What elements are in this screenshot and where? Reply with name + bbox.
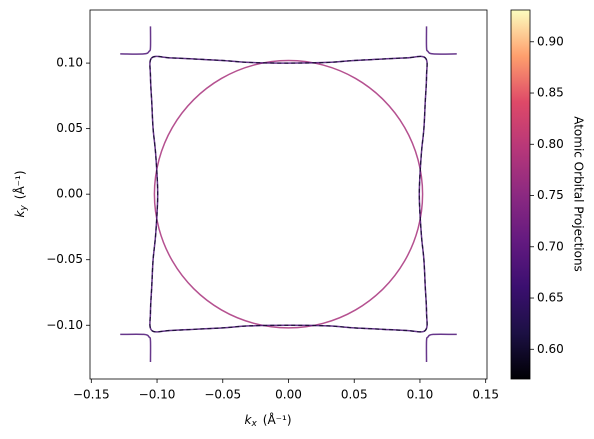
y-tick-label: −0.05 [46, 252, 83, 266]
x-tick-label: −0.10 [139, 388, 176, 402]
y-tick-label: −0.10 [46, 318, 83, 332]
x-label-symbol: k [245, 413, 253, 427]
x-tick-label: −0.05 [204, 388, 241, 402]
plot-area [90, 10, 487, 379]
colorbar-tick-label: 0.85 [537, 86, 564, 100]
y-axis-label: ky (Å⁻¹) [12, 171, 29, 218]
band-contour [149, 55, 428, 333]
x-label-subscript: x [250, 419, 257, 429]
y-label-symbol: k [13, 210, 27, 218]
x-axis-label: kx (Å⁻¹) [245, 412, 292, 429]
colorbar [510, 9, 531, 380]
x-tick-label: 0.05 [341, 388, 368, 402]
colorbar-tick-label: 0.60 [537, 342, 564, 356]
y-tick-label: 0.10 [56, 56, 83, 70]
y-label-subscript: y [19, 205, 29, 212]
y-label-unit: (Å⁻¹) [12, 171, 27, 200]
band-contour [120, 333, 152, 362]
x-tick-label: 0.10 [407, 388, 434, 402]
colorbar-tick-label: 0.65 [537, 291, 564, 305]
band-contour [120, 26, 152, 55]
colorbar-tick-label: 0.75 [537, 188, 564, 202]
band-contour [153, 59, 424, 329]
y-tick-label: 0.00 [56, 187, 83, 201]
x-label-unit: (Å⁻¹) [263, 412, 292, 427]
y-tick-label: 0.05 [56, 121, 83, 135]
x-tick-label: −0.15 [73, 388, 110, 402]
colorbar-tick-label: 0.80 [537, 137, 564, 151]
band-contour [425, 26, 457, 55]
x-tick-label: 0.15 [472, 388, 499, 402]
colorbar-tick-label: 0.70 [537, 239, 564, 253]
colorbar-label: Atomic Orbital Projections [572, 116, 586, 272]
axes-frame [89, 9, 488, 380]
band-contour [425, 333, 457, 362]
colorbar-tick-label: 0.90 [537, 34, 564, 48]
x-tick-label: 0.00 [275, 388, 302, 402]
